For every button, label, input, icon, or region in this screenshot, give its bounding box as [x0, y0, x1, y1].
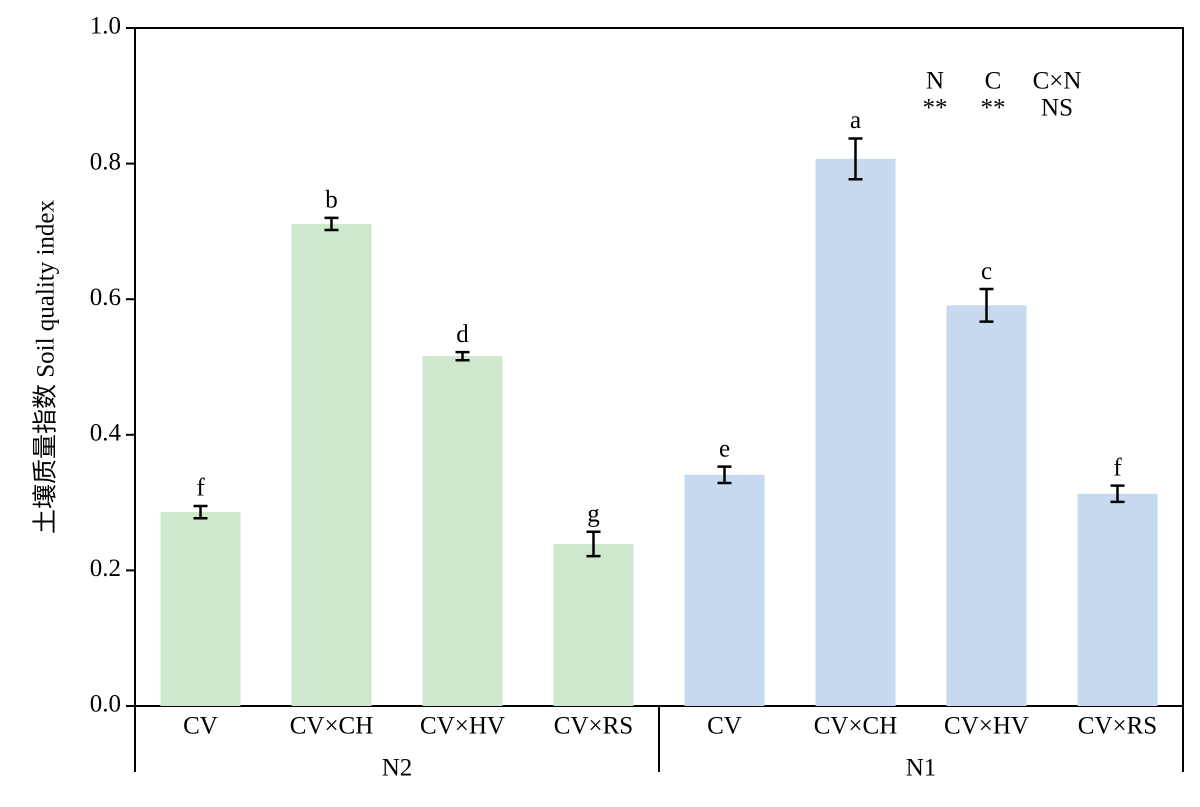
x-tick-label: CV: [183, 713, 218, 740]
y-tick-label: 0.8: [90, 148, 121, 175]
y-tick-label: 0.2: [90, 555, 121, 582]
bar: [291, 223, 372, 706]
y-tick-label: 1.0: [90, 13, 121, 40]
significance-value: **: [981, 95, 1006, 122]
bar: [1077, 493, 1158, 706]
bar: [553, 543, 634, 706]
bar: [422, 356, 503, 706]
x-tick-label: CV×CH: [290, 713, 374, 740]
x-tick-label: CV×HV: [944, 713, 1029, 740]
significance-letter: b: [325, 187, 338, 214]
significance-letter: f: [196, 475, 205, 502]
significance-letter: e: [719, 435, 730, 462]
x-tick-label: CV×RS: [1078, 713, 1157, 740]
bar: [946, 305, 1027, 706]
bar: [684, 474, 765, 706]
error-bar: [1110, 484, 1125, 504]
error-bar: [586, 530, 601, 558]
error-bar: [455, 350, 470, 362]
y-tick-label: 0.0: [90, 691, 121, 718]
x-tick-label: CV×RS: [554, 713, 633, 740]
group-label: N2: [382, 755, 413, 782]
error-bar: [979, 287, 994, 323]
error-bar: [193, 504, 208, 520]
significance-header: C×N: [1033, 68, 1082, 95]
x-tick-label: CV×CH: [814, 713, 898, 740]
significance-letter: c: [981, 258, 992, 285]
error-bar: [324, 216, 339, 232]
y-tick-label: 0.4: [90, 420, 122, 447]
y-tick-label: 0.6: [90, 284, 121, 311]
significance-value: **: [923, 95, 948, 122]
significance-value: NS: [1041, 95, 1073, 122]
significance-header: N: [926, 68, 944, 95]
bar: [815, 158, 896, 706]
x-tick-label: CV: [707, 713, 742, 740]
error-bar: [717, 465, 732, 485]
y-axis-label: 土壤质量指数 Soil quality index: [32, 199, 60, 534]
bar: [160, 512, 241, 706]
significance-letter: g: [587, 500, 600, 527]
x-tick-label: CV×HV: [420, 713, 505, 740]
significance-header: C: [985, 68, 1002, 95]
significance-letter: d: [456, 321, 469, 348]
significance-letter: f: [1113, 454, 1122, 481]
significance-letter: a: [850, 107, 861, 134]
error-bar: [848, 137, 863, 181]
group-label: N1: [906, 755, 937, 782]
